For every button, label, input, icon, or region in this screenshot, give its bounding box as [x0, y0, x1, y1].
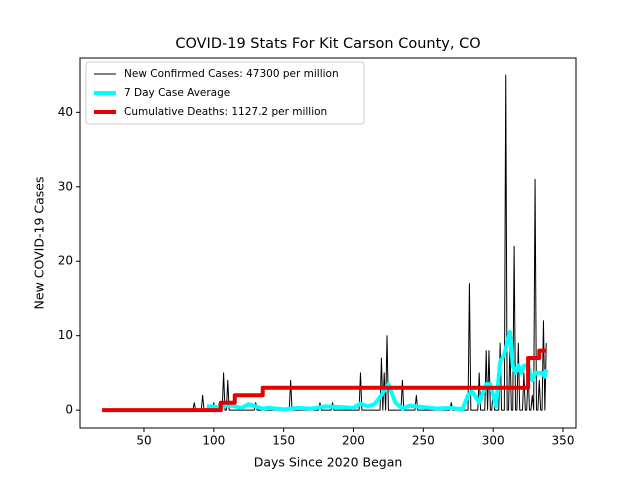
legend-label: Cumulative Deaths: 1127.2 per million	[124, 106, 327, 118]
legend-label: 7 Day Case Average	[124, 87, 230, 99]
x-tick-label: 200	[342, 434, 365, 448]
y-tick-label: 10	[58, 328, 73, 342]
x-tick-label: 300	[482, 434, 505, 448]
series-line	[206, 329, 549, 412]
x-tick-label: 150	[272, 434, 295, 448]
x-axis-label: Days Since 2020 Began	[254, 455, 403, 470]
y-tick-label: 20	[58, 254, 73, 268]
x-tick-label: 350	[552, 434, 575, 448]
legend-label: New Confirmed Cases: 47300 per million	[124, 68, 339, 80]
y-tick-label: 30	[58, 179, 73, 193]
y-tick-label: 40	[58, 105, 73, 119]
series-line	[102, 348, 547, 413]
y-axis-label: New COVID-19 Cases	[32, 177, 47, 310]
legend-box	[85, 61, 365, 125]
y-tick-label: 0	[65, 403, 73, 417]
plot-frame	[79, 57, 577, 429]
chart-title: COVID-19 Stats For Kit Carson County, CO	[175, 36, 480, 52]
x-tick-label: 250	[412, 434, 435, 448]
x-tick-label: 100	[202, 434, 225, 448]
x-tick-label: 50	[136, 434, 151, 448]
